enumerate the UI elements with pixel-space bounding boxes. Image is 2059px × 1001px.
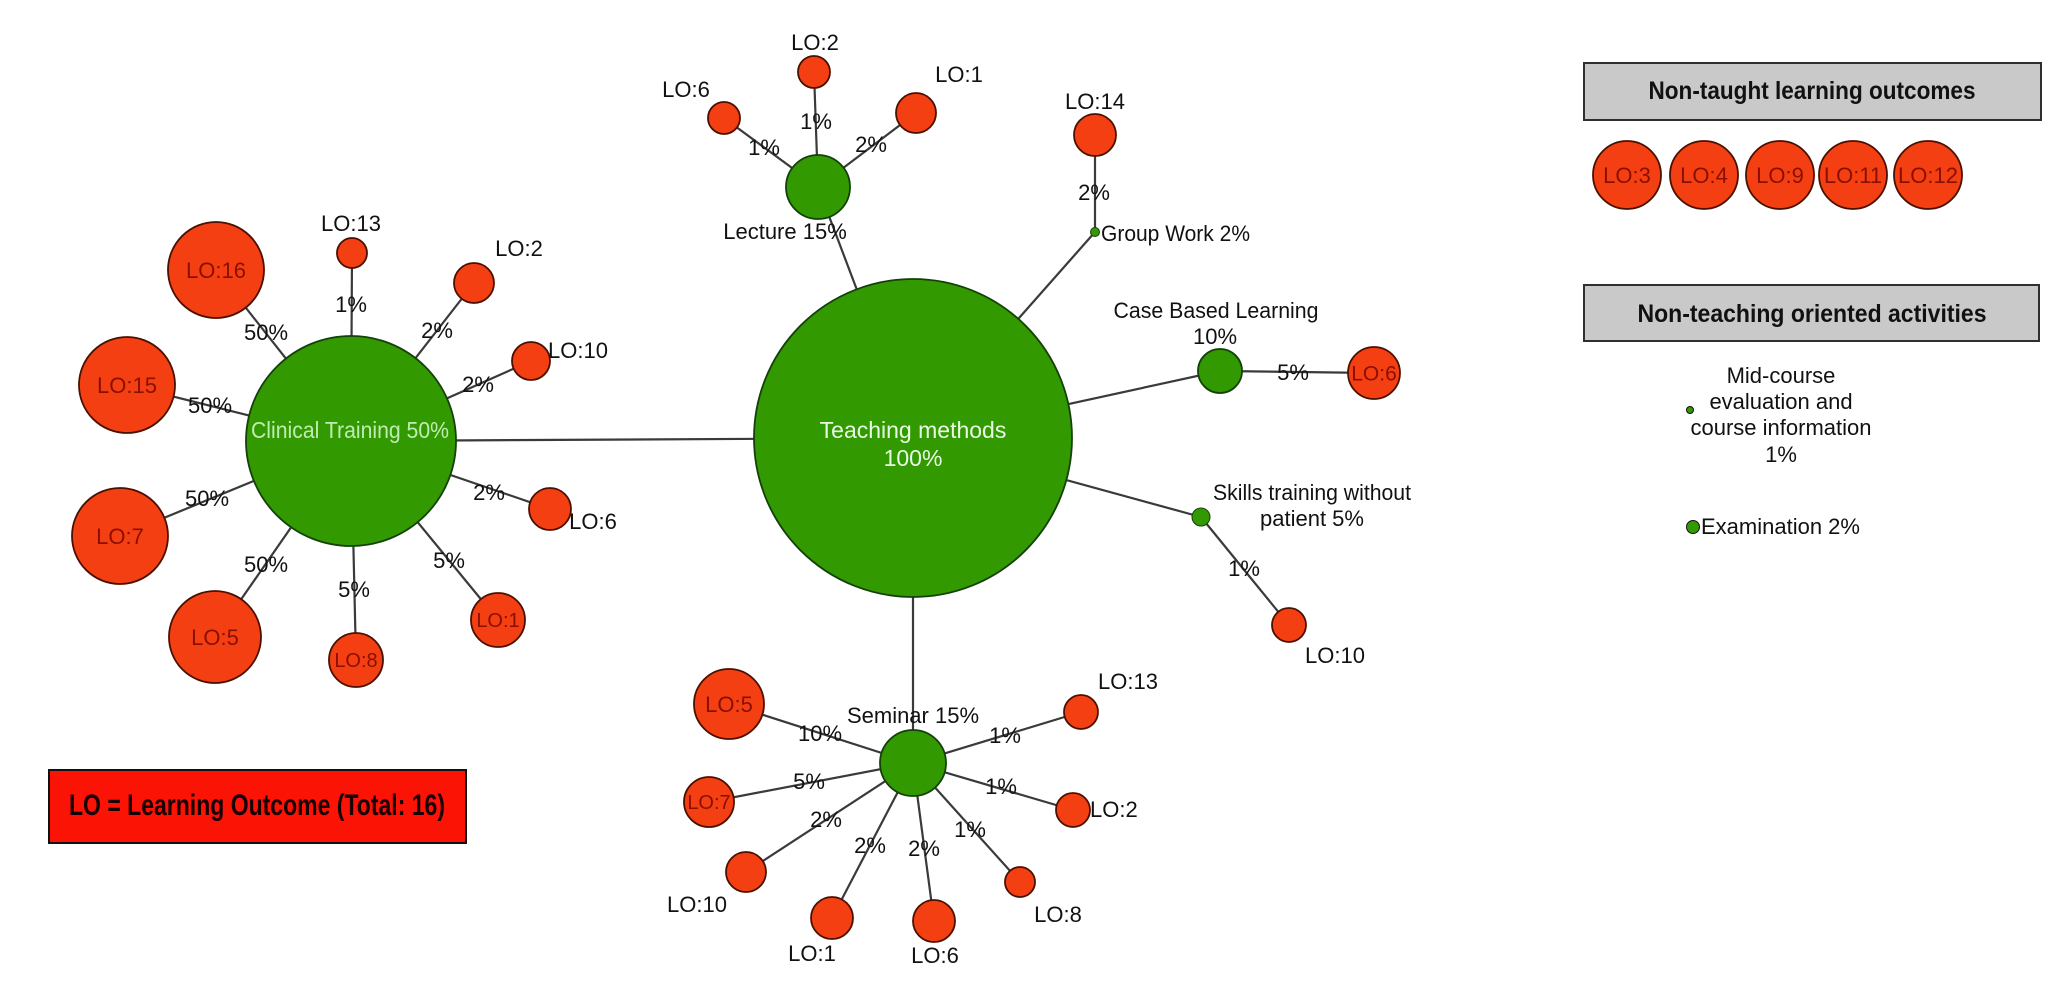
svg-text:5%: 5% — [1277, 360, 1309, 385]
svg-text:LO = Learning Outcome (Total:: LO = Learning Outcome (Total: 16) — [69, 789, 445, 822]
svg-text:1%: 1% — [748, 135, 780, 160]
svg-text:patient 5%: patient 5% — [1260, 506, 1364, 531]
svg-text:LO:8: LO:8 — [1034, 902, 1082, 927]
svg-text:Examination 2%: Examination 2% — [1701, 514, 1860, 539]
svg-text:2%: 2% — [855, 132, 887, 157]
svg-text:Case Based Learning: Case Based Learning — [1114, 298, 1319, 323]
svg-text:course information: course information — [1691, 415, 1872, 440]
svg-text:1%: 1% — [1228, 556, 1260, 581]
svg-text:Non-taught learning outcomes: Non-taught learning outcomes — [1649, 77, 1976, 105]
svg-text:LO:10: LO:10 — [1305, 643, 1365, 668]
svg-text:LO:10: LO:10 — [548, 338, 608, 363]
svg-text:LO:10: LO:10 — [667, 892, 727, 917]
svg-text:1%: 1% — [985, 774, 1017, 799]
svg-text:2%: 2% — [908, 836, 940, 861]
svg-text:Teaching methods: Teaching methods — [820, 417, 1007, 443]
svg-text:LO:12: LO:12 — [1898, 163, 1958, 188]
svg-text:50%: 50% — [185, 486, 229, 511]
svg-text:5%: 5% — [433, 548, 465, 573]
svg-text:10%: 10% — [1193, 324, 1237, 349]
svg-text:1%: 1% — [335, 292, 367, 317]
svg-text:1%: 1% — [954, 817, 986, 842]
svg-text:LO:1: LO:1 — [788, 941, 836, 966]
svg-text:LO:6: LO:6 — [662, 77, 710, 102]
svg-text:LO:1: LO:1 — [935, 62, 983, 87]
svg-text:LO:6: LO:6 — [911, 943, 959, 968]
svg-text:LO:14: LO:14 — [1065, 89, 1125, 114]
svg-text:LO:6: LO:6 — [569, 509, 617, 534]
svg-text:Clinical Training 50%: Clinical Training 50% — [251, 417, 449, 443]
svg-text:50%: 50% — [244, 320, 288, 345]
svg-text:Non-teaching oriented activiti: Non-teaching oriented activities — [1638, 300, 1987, 328]
svg-text:1%: 1% — [989, 723, 1021, 748]
svg-text:LO:9: LO:9 — [1756, 163, 1804, 188]
svg-text:Group Work 2%: Group Work 2% — [1101, 221, 1250, 246]
svg-text:LO:7: LO:7 — [96, 524, 144, 549]
svg-text:10%: 10% — [798, 721, 842, 746]
svg-text:LO:1: LO:1 — [476, 610, 519, 632]
svg-text:LO:13: LO:13 — [321, 211, 381, 236]
svg-text:50%: 50% — [244, 552, 288, 577]
svg-text:LO:13: LO:13 — [1098, 669, 1158, 694]
svg-text:50%: 50% — [188, 393, 232, 418]
svg-text:1%: 1% — [1765, 442, 1797, 467]
svg-text:LO:2: LO:2 — [495, 236, 543, 261]
svg-text:Seminar 15%: Seminar 15% — [847, 703, 979, 728]
svg-text:LO:3: LO:3 — [1603, 163, 1651, 188]
svg-text:2%: 2% — [854, 833, 886, 858]
svg-text:Lecture 15%: Lecture 15% — [723, 219, 847, 244]
svg-text:2%: 2% — [473, 480, 505, 505]
svg-text:2%: 2% — [1078, 180, 1110, 205]
svg-text:LO:5: LO:5 — [191, 625, 239, 650]
svg-text:2%: 2% — [421, 318, 453, 343]
svg-text:Mid-course: Mid-course — [1727, 363, 1836, 388]
svg-text:100%: 100% — [884, 445, 943, 471]
svg-text:2%: 2% — [810, 807, 842, 832]
svg-text:LO:16: LO:16 — [186, 258, 246, 283]
svg-text:LO:11: LO:11 — [1824, 163, 1882, 188]
svg-text:5%: 5% — [793, 769, 825, 794]
svg-text:LO:5: LO:5 — [705, 692, 753, 717]
svg-text:Skills training without: Skills training without — [1213, 480, 1411, 505]
svg-text:LO:2: LO:2 — [791, 30, 839, 55]
svg-text:2%: 2% — [462, 372, 494, 397]
svg-text:1%: 1% — [800, 109, 832, 134]
svg-text:LO:7: LO:7 — [687, 792, 730, 814]
svg-text:LO:15: LO:15 — [97, 373, 157, 398]
svg-text:evaluation and: evaluation and — [1709, 389, 1852, 414]
svg-text:LO:4: LO:4 — [1680, 163, 1728, 188]
svg-text:5%: 5% — [338, 577, 370, 602]
svg-text:LO:8: LO:8 — [334, 650, 377, 672]
svg-text:LO:6: LO:6 — [1351, 363, 1397, 386]
svg-text:LO:2: LO:2 — [1090, 797, 1138, 822]
